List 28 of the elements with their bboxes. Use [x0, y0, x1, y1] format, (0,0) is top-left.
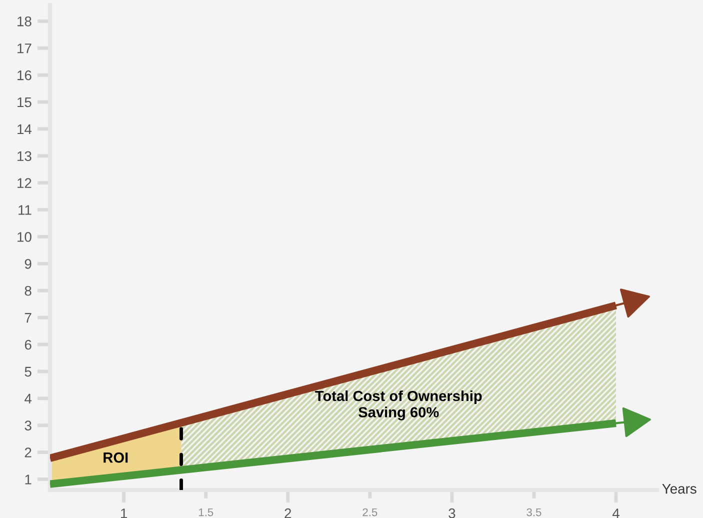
- y-tick-label: 7: [24, 313, 32, 323]
- annotation: Total Cost of Ownership Saving 60%: [315, 390, 482, 420]
- y-tick-label: 6: [24, 340, 32, 350]
- y-tick-label: 1: [25, 474, 32, 484]
- y-tick-label: 4: [24, 394, 32, 404]
- y-tick-label: 5: [24, 366, 32, 377]
- y-tick-label: 8: [24, 286, 32, 296]
- x-tick-label: 3: [448, 508, 456, 518]
- y-tick-label: 13: [18, 151, 32, 162]
- y-tick-label: 12: [18, 178, 32, 188]
- y-tick-label: 10: [18, 232, 32, 242]
- y-tick-label: 2: [24, 448, 32, 458]
- y-tick-label: 3: [24, 420, 32, 431]
- x-tick-label: 3.5: [526, 508, 542, 516]
- y-tick-label: 11: [18, 205, 32, 215]
- x-tick-label: 1: [121, 508, 128, 518]
- y-tick-label: 14: [18, 124, 32, 134]
- y-tick-label: 18: [18, 16, 32, 26]
- annotation: ROI: [104, 452, 128, 463]
- x-tick-label: 2: [284, 508, 292, 518]
- x-tick-label: 1.5: [198, 508, 214, 516]
- x-tick-label: 4: [612, 508, 620, 518]
- y-tick-label: 16: [18, 70, 32, 80]
- y-tick-label: 15: [18, 97, 32, 108]
- x-axis-title: Years: [662, 484, 696, 494]
- x-tick-label: 2.5: [362, 508, 378, 516]
- y-tick-label: 9: [24, 259, 32, 269]
- y-tick-label: 17: [18, 44, 32, 54]
